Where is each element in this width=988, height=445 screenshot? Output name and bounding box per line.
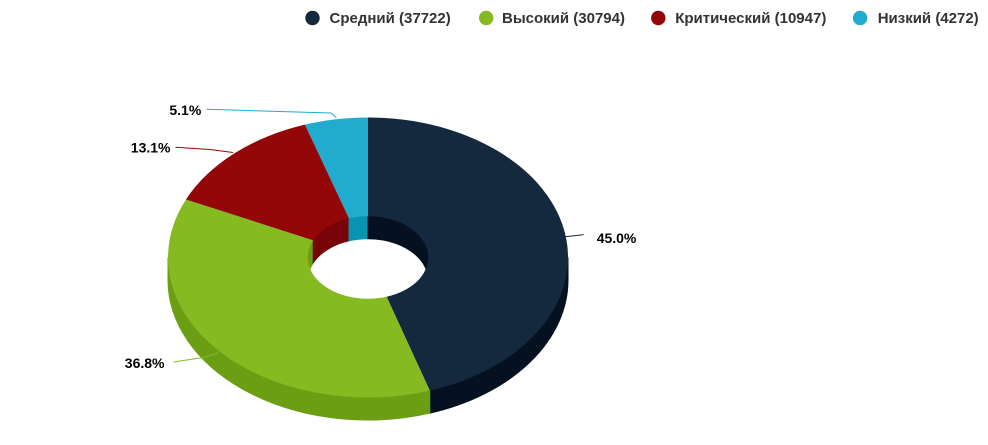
svg-text:Низкий (4272): Низкий (4272) xyxy=(878,10,979,27)
svg-text:Высокий (30794): Высокий (30794) xyxy=(502,10,625,27)
svg-text:13.1%: 13.1% xyxy=(131,140,171,156)
svg-text:45.0%: 45.0% xyxy=(597,230,637,246)
svg-text:5.1%: 5.1% xyxy=(169,102,201,118)
svg-text:Критический (10947): Критический (10947) xyxy=(675,10,826,27)
svg-text:36.8%: 36.8% xyxy=(125,355,165,371)
svg-text:Средний (37722): Средний (37722) xyxy=(330,10,451,27)
